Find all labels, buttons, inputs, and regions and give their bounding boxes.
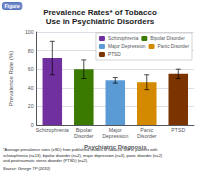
svg-text:Disorder: Disorder (137, 133, 157, 139)
svg-text:20: 20 (28, 103, 34, 109)
svg-text:Prevalence Rates* of Tobacco: Prevalence Rates* of Tobacco (43, 8, 157, 17)
svg-text:Bipolar Disorder: Bipolar Disorder (150, 36, 185, 41)
svg-text:Depression: Depression (102, 133, 128, 139)
svg-text:Major Depression: Major Depression (108, 44, 146, 49)
svg-text:Prevalence Rate (%): Prevalence Rate (%) (8, 51, 14, 106)
svg-text:*Average prevalence rates (±SD: *Average prevalence rates (±SD) from pub… (3, 147, 157, 152)
svg-text:Bipolar: Bipolar (75, 127, 92, 133)
svg-text:40: 40 (28, 85, 34, 91)
svg-text:Panic: Panic (140, 127, 154, 133)
svg-text:Source: George TP (2010): Source: George TP (2010) (3, 166, 51, 171)
svg-text:Major: Major (108, 127, 122, 133)
svg-text:Schizophrenia: Schizophrenia (36, 127, 69, 133)
svg-text:schizophrenia (n=13), bipolar: schizophrenia (n=13), bipolar disorder (… (3, 153, 163, 158)
svg-text:Use in Psychiatric Disorders: Use in Psychiatric Disorders (46, 17, 155, 26)
svg-text:0: 0 (31, 122, 34, 128)
svg-text:PTSD: PTSD (108, 52, 121, 57)
svg-text:Figure: Figure (5, 3, 20, 9)
svg-text:PTSD: PTSD (171, 127, 185, 133)
svg-text:and posttraumatic stress disor: and posttraumatic stress disorder (PTSD)… (3, 158, 88, 163)
svg-text:80: 80 (28, 48, 34, 54)
svg-text:100: 100 (25, 29, 34, 35)
svg-text:Panic Disorder: Panic Disorder (158, 44, 190, 49)
svg-text:Disorder: Disorder (74, 133, 94, 139)
svg-text:Schizophrenia: Schizophrenia (108, 36, 139, 41)
svg-text:60: 60 (28, 66, 34, 72)
